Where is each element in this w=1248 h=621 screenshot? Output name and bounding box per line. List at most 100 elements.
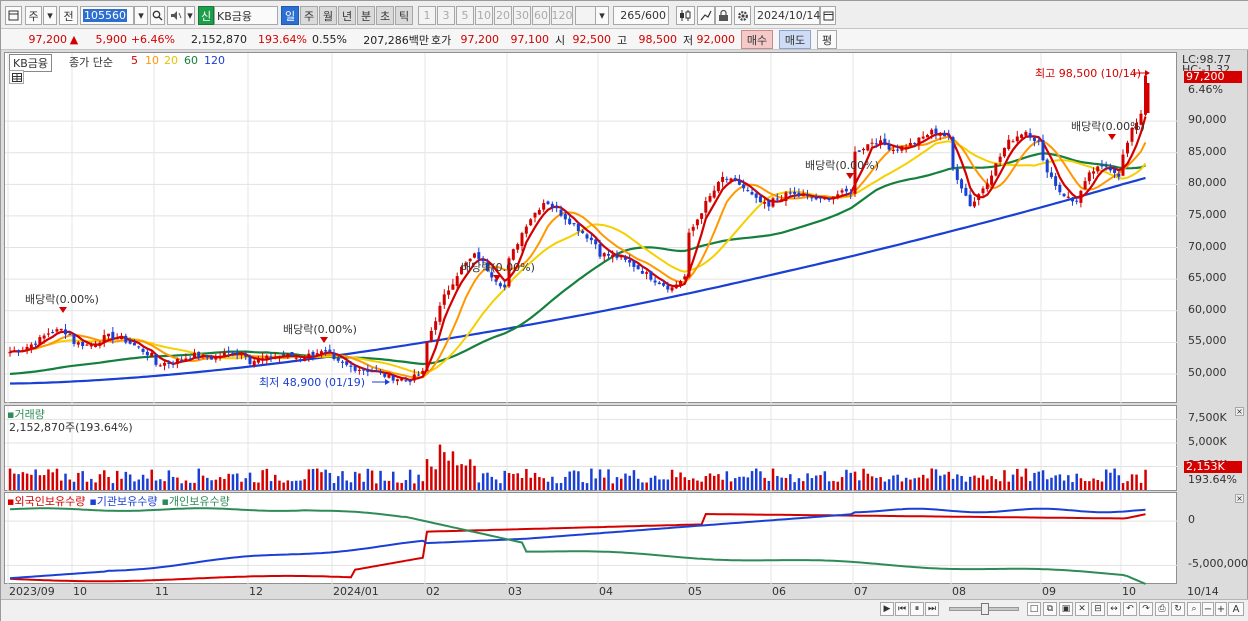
price-chart[interactable]: 최고 98,500 (10/14) 최저 48,900 (01/19) 배당락(0.… [5,53,1178,404]
period-dropdown-icon[interactable]: ▾ [43,6,57,25]
volume-chart[interactable] [5,406,1178,492]
volume-bar [299,480,302,490]
undo-icon[interactable]: ↶ [1123,602,1137,616]
interval-month[interactable]: 월 [319,6,337,25]
interval-tick[interactable]: 틱 [395,6,413,25]
refresh-icon[interactable]: ↻ [1171,602,1185,616]
gear-icon[interactable] [734,6,751,25]
zoom-in-icon[interactable]: + [1215,602,1227,616]
candle-body [1011,141,1015,143]
price-pane[interactable]: 최고 98,500 (10/14) 최저 48,900 (01/19) 배당락(0.… [4,52,1178,404]
candle-body [171,362,175,364]
interval-second[interactable]: 초 [376,6,394,25]
stock-name-field[interactable]: KB금융 [214,6,278,25]
x-axis-label: 09 [1042,585,1056,598]
volume-bar [746,477,750,490]
volume-tick-label: 5,000K [1188,434,1227,448]
multiplier-20[interactable]: 20 [494,6,512,25]
evaluation-button[interactable]: 평 [817,30,837,49]
legend-ma5[interactable]: 5 [131,54,138,67]
candle-body [559,209,563,216]
zoom-out-icon[interactable]: − [1202,602,1214,616]
low-annotation: 최저 48,900 (01/19) [259,376,365,389]
volume-tick-label: 7,500K [1188,411,1227,425]
scroll-right-icon[interactable]: ▶ [880,602,894,616]
multiplier-30[interactable]: 30 [513,6,531,25]
volume-pane[interactable] [4,405,1178,492]
code-dropdown-icon[interactable]: ▾ [134,6,148,25]
copy-icon[interactable]: ⧉ [1043,602,1057,616]
period-select[interactable]: 주 [25,6,42,25]
stock-code-input[interactable]: 105560 [80,6,134,25]
speaker-dropdown-icon[interactable]: ▾ [185,6,195,25]
legend-institution[interactable]: ▪기관보유수량 [89,495,158,508]
font-size-icon[interactable]: A [1228,602,1244,616]
legend-individual[interactable]: ▪개인보유수량 [161,495,230,508]
lock-icon[interactable] [715,6,732,25]
legend-ma10[interactable]: 10 [145,54,159,67]
multiplier-10[interactable]: 10 [475,6,493,25]
volume-bar [206,477,209,490]
volume-bar [683,477,687,490]
multiplier-5[interactable]: 5 [456,6,474,25]
search-icon[interactable] [150,6,165,25]
multiplier-60[interactable]: 60 [532,6,550,25]
redo-icon[interactable]: ↷ [1139,602,1153,616]
data-count-field[interactable]: 265/600 [613,6,669,25]
volume-bar [849,472,852,490]
holdings-close-icon[interactable]: × [1235,494,1244,503]
print-icon[interactable]: ⎙ [1155,602,1169,616]
legend-foreign[interactable]: ▪외국인보유수량 [7,495,86,508]
candle-body [307,353,311,358]
crosshair-icon[interactable]: ✕ [1075,602,1089,616]
buy-button[interactable]: 매수 [741,30,773,49]
multiplier-dropdown-icon[interactable]: ▾ [595,6,609,25]
multiplier-3[interactable]: 3 [437,6,455,25]
chart-type-icon[interactable]: □ [1027,602,1041,616]
volume-close-icon[interactable]: × [1235,407,1244,416]
legend-stock-name[interactable]: KB금융 [9,54,52,72]
holdings-pane[interactable] [4,492,1178,585]
volume-bar [977,477,981,490]
legend-ma20[interactable]: 20 [164,54,178,67]
candle-body [460,266,464,275]
trend-tool-icon[interactable] [697,6,715,25]
multiplier-120[interactable]: 120 [551,6,573,25]
grid-toggle-icon[interactable] [9,70,24,84]
pause-icon[interactable]: ⏸ [910,602,924,616]
sell-button[interactable]: 매도 [779,30,811,49]
interval-year[interactable]: 년 [338,6,356,25]
candle-body [550,203,554,208]
volume-bar [692,478,695,490]
multiplier-1[interactable]: 1 [418,6,436,25]
fit-icon[interactable]: ⊟ [1091,602,1105,616]
candle-settings-icon[interactable] [676,6,695,25]
save-icon[interactable]: ▣ [1059,602,1073,616]
scroll-end-icon[interactable]: ⏭ [925,602,939,616]
interval-day[interactable]: 일 [281,6,299,25]
zoom-slider-handle[interactable] [981,603,989,615]
interval-week[interactable]: 주 [300,6,318,25]
candle-body [827,197,831,201]
candle-body [537,209,541,215]
zoom-icon[interactable]: ⌕ [1187,602,1201,616]
candle-body [353,365,357,371]
calendar-icon[interactable] [820,6,836,25]
volume-bar [520,477,524,490]
speaker-icon[interactable] [167,6,185,25]
date-input[interactable]: 2024/10/14 [754,6,820,25]
interval-minute[interactable]: 분 [357,6,375,25]
legend-ma60[interactable]: 60 [184,54,198,67]
volume-bar [332,483,336,490]
candle-body [818,197,822,199]
pan-icon[interactable]: ↔ [1107,602,1121,616]
candle-body [594,239,598,245]
candle-body [1075,200,1079,202]
volume-bar [866,473,870,490]
low-label: 저 [683,33,694,47]
legend-ma120[interactable]: 120 [204,54,225,67]
holdings-chart[interactable] [5,493,1178,585]
adjust-price-toggle[interactable]: 전 [59,6,78,25]
screen-icon[interactable] [5,6,22,25]
scroll-start-icon[interactable]: ⏮ [895,602,909,616]
